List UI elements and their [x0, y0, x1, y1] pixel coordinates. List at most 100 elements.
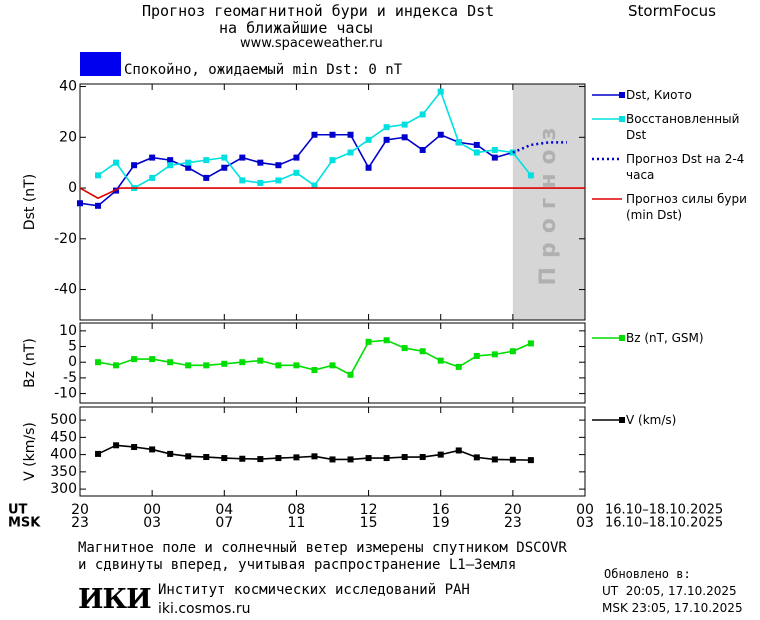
legend-swatch	[592, 198, 622, 200]
data-point	[131, 162, 138, 169]
y-axis-label: V (km/s)	[22, 422, 38, 481]
x-tick-label: 00	[576, 502, 594, 518]
data-point	[185, 164, 192, 171]
data-point	[473, 149, 480, 156]
data-point	[167, 359, 174, 366]
data-point	[365, 338, 372, 345]
data-point	[185, 159, 192, 166]
data-point	[203, 157, 210, 164]
x-tick-label: 20	[504, 502, 522, 518]
data-point	[401, 345, 408, 352]
data-point	[473, 352, 480, 359]
data-point	[527, 457, 534, 464]
legend-label: V (km/s)	[626, 413, 677, 427]
y-tick-label: -20	[54, 231, 77, 247]
legend-label: Bz (nT, GSM)	[626, 331, 704, 345]
data-point	[347, 371, 354, 378]
data-point	[275, 455, 282, 462]
legend-swatch	[592, 417, 625, 423]
x-tick-label: 20	[71, 502, 89, 518]
y-tick-label: -5	[63, 370, 77, 386]
data-point	[257, 159, 264, 166]
legend-swatch	[592, 157, 622, 161]
data-point	[347, 456, 354, 463]
data-point	[293, 169, 300, 176]
url: www.spaceweather.ru	[240, 36, 383, 51]
plot-frame	[79, 406, 586, 497]
data-point	[527, 340, 534, 347]
legend-label: Прогноз силы бури (min Dst)	[626, 192, 747, 222]
x-tick-label: 16	[432, 502, 450, 518]
data-point	[221, 164, 228, 171]
legend-item: Bz (nT, GSM)	[592, 330, 752, 346]
data-point	[221, 154, 228, 161]
logo: ИКИ	[78, 584, 152, 615]
data-point	[203, 454, 210, 461]
data-point	[437, 451, 444, 458]
updated-msk: MSK 23:05, 17.10.2025	[602, 601, 743, 615]
data-point	[311, 131, 318, 138]
data-point	[419, 111, 426, 118]
legend-marker	[619, 116, 625, 122]
legend-item: Прогноз силы бури (min Dst)	[592, 191, 752, 223]
y-axis-label: Bz (nT)	[22, 338, 38, 388]
data-point	[419, 454, 426, 461]
y-tick-label: 300	[50, 481, 77, 497]
data-point	[113, 159, 120, 166]
data-point	[437, 357, 444, 364]
x-tick-label: 11	[288, 515, 306, 531]
x-tick-label: 03	[576, 515, 594, 531]
data-point	[95, 202, 102, 209]
data-point	[293, 454, 300, 461]
data-point	[329, 131, 336, 138]
date-range: 16.10–18.10.2025	[605, 503, 723, 518]
forecast-watermark: Прогноз	[536, 119, 561, 286]
data-point	[113, 362, 120, 369]
plot-frame	[79, 83, 586, 321]
legend-label: Прогноз Dst на 2-4 часа	[626, 152, 745, 182]
data-point	[311, 453, 318, 460]
data-point	[419, 348, 426, 355]
legend-item: Прогноз Dst на 2-4 часа	[592, 151, 752, 183]
legend: Bz (nT, GSM)	[592, 330, 752, 354]
forecast-region	[512, 84, 585, 320]
plot-frame	[79, 322, 586, 404]
data-point	[95, 359, 102, 366]
data-point	[455, 363, 462, 370]
data-point	[509, 456, 516, 463]
data-point	[113, 442, 120, 449]
legend-marker	[619, 335, 625, 341]
data-point	[455, 447, 462, 454]
y-tick-label: 500	[50, 412, 77, 428]
data-point	[347, 149, 354, 156]
data-point	[203, 174, 210, 181]
data-point	[311, 182, 318, 189]
data-point	[491, 456, 498, 463]
series-line	[79, 187, 585, 200]
data-point	[491, 351, 498, 358]
data-point	[131, 356, 138, 363]
y-tick-label: 10	[59, 323, 77, 339]
data-point	[221, 360, 228, 367]
data-point	[149, 356, 156, 363]
legend-item: Dst, Киото	[592, 87, 752, 103]
y-tick-label: 0	[68, 180, 77, 196]
y-axis-label: Dst (nT)	[22, 174, 38, 230]
data-point	[167, 162, 174, 169]
data-point	[239, 359, 246, 366]
data-point	[149, 446, 156, 453]
data-point	[131, 444, 138, 451]
data-point	[437, 88, 444, 95]
status-text: Спокойно, ожидаемый min Dst: 0 nT	[124, 62, 403, 78]
y-tick-label: 350	[50, 464, 77, 480]
legend-swatch	[592, 335, 625, 341]
legend-swatch	[592, 92, 625, 98]
title: Прогноз геомагнитной бури и индекса Dst	[142, 2, 495, 20]
data-point	[491, 146, 498, 153]
y-tick-label: 400	[50, 447, 77, 463]
x-tick-label: 03	[143, 515, 161, 531]
data-point	[77, 200, 83, 207]
data-point	[95, 450, 102, 457]
